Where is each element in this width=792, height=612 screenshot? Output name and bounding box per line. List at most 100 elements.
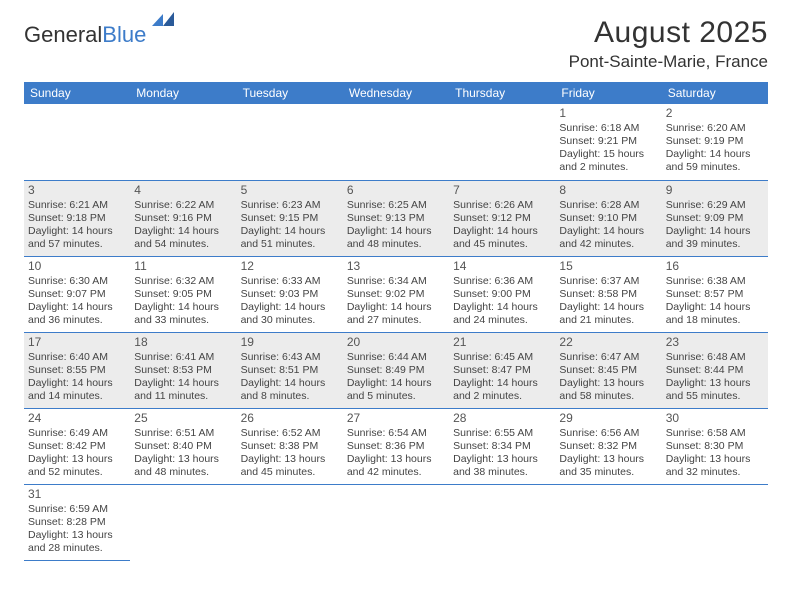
daylight-text: Daylight: 14 hours and 18 minutes. — [666, 301, 764, 327]
calendar-cell: 13Sunrise: 6:34 AMSunset: 9:02 PMDayligh… — [343, 256, 449, 332]
day-details: Sunrise: 6:44 AMSunset: 8:49 PMDaylight:… — [347, 351, 445, 404]
sunrise-text: Sunrise: 6:49 AM — [28, 427, 126, 440]
sunset-text: Sunset: 8:57 PM — [666, 288, 764, 301]
header: General Blue August 2025 Pont-Sainte-Mar… — [24, 16, 768, 72]
day-details: Sunrise: 6:33 AMSunset: 9:03 PMDaylight:… — [241, 275, 339, 328]
sunrise-text: Sunrise: 6:22 AM — [134, 199, 232, 212]
daylight-text: Daylight: 13 hours and 52 minutes. — [28, 453, 126, 479]
sunrise-text: Sunrise: 6:52 AM — [241, 427, 339, 440]
daylight-text: Daylight: 14 hours and 21 minutes. — [559, 301, 657, 327]
sunset-text: Sunset: 9:02 PM — [347, 288, 445, 301]
sunrise-text: Sunrise: 6:28 AM — [559, 199, 657, 212]
day-details: Sunrise: 6:34 AMSunset: 9:02 PMDaylight:… — [347, 275, 445, 328]
sunrise-text: Sunrise: 6:21 AM — [28, 199, 126, 212]
day-number: 17 — [28, 335, 126, 350]
col-monday: Monday — [130, 82, 236, 104]
calendar-cell: 17Sunrise: 6:40 AMSunset: 8:55 PMDayligh… — [24, 332, 130, 408]
day-number: 30 — [666, 411, 764, 426]
sunrise-text: Sunrise: 6:29 AM — [666, 199, 764, 212]
calendar-cell: 6Sunrise: 6:25 AMSunset: 9:13 PMDaylight… — [343, 180, 449, 256]
sunset-text: Sunset: 9:21 PM — [559, 135, 657, 148]
day-number: 6 — [347, 183, 445, 198]
day-number: 28 — [453, 411, 551, 426]
day-number: 19 — [241, 335, 339, 350]
daylight-text: Daylight: 14 hours and 36 minutes. — [28, 301, 126, 327]
day-details: Sunrise: 6:51 AMSunset: 8:40 PMDaylight:… — [134, 427, 232, 480]
calendar-cell: 18Sunrise: 6:41 AMSunset: 8:53 PMDayligh… — [130, 332, 236, 408]
day-details: Sunrise: 6:30 AMSunset: 9:07 PMDaylight:… — [28, 275, 126, 328]
day-number: 15 — [559, 259, 657, 274]
calendar-cell: 27Sunrise: 6:54 AMSunset: 8:36 PMDayligh… — [343, 408, 449, 484]
daylight-text: Daylight: 13 hours and 38 minutes. — [453, 453, 551, 479]
calendar-cell — [449, 484, 555, 560]
sunrise-text: Sunrise: 6:41 AM — [134, 351, 232, 364]
sunset-text: Sunset: 8:40 PM — [134, 440, 232, 453]
calendar-cell — [237, 484, 343, 560]
sunset-text: Sunset: 8:38 PM — [241, 440, 339, 453]
daylight-text: Daylight: 13 hours and 42 minutes. — [347, 453, 445, 479]
page-title: August 2025 — [569, 16, 768, 50]
day-number: 8 — [559, 183, 657, 198]
sunrise-text: Sunrise: 6:51 AM — [134, 427, 232, 440]
sunset-text: Sunset: 8:55 PM — [28, 364, 126, 377]
logo-word2-text: Blue — [102, 22, 146, 47]
calendar-cell: 8Sunrise: 6:28 AMSunset: 9:10 PMDaylight… — [555, 180, 661, 256]
sunset-text: Sunset: 8:44 PM — [666, 364, 764, 377]
sunrise-text: Sunrise: 6:32 AM — [134, 275, 232, 288]
day-details: Sunrise: 6:22 AMSunset: 9:16 PMDaylight:… — [134, 199, 232, 252]
day-number: 16 — [666, 259, 764, 274]
daylight-text: Daylight: 14 hours and 51 minutes. — [241, 225, 339, 251]
day-details: Sunrise: 6:32 AMSunset: 9:05 PMDaylight:… — [134, 275, 232, 328]
logo-word2: Blue — [102, 22, 176, 48]
sunrise-text: Sunrise: 6:38 AM — [666, 275, 764, 288]
sunset-text: Sunset: 8:32 PM — [559, 440, 657, 453]
day-details: Sunrise: 6:25 AMSunset: 9:13 PMDaylight:… — [347, 199, 445, 252]
day-details: Sunrise: 6:41 AMSunset: 8:53 PMDaylight:… — [134, 351, 232, 404]
daylight-text: Daylight: 14 hours and 30 minutes. — [241, 301, 339, 327]
calendar-week: 1Sunrise: 6:18 AMSunset: 9:21 PMDaylight… — [24, 104, 768, 180]
sunset-text: Sunset: 8:36 PM — [347, 440, 445, 453]
day-details: Sunrise: 6:36 AMSunset: 9:00 PMDaylight:… — [453, 275, 551, 328]
day-details: Sunrise: 6:56 AMSunset: 8:32 PMDaylight:… — [559, 427, 657, 480]
sunrise-text: Sunrise: 6:23 AM — [241, 199, 339, 212]
sunset-text: Sunset: 9:00 PM — [453, 288, 551, 301]
sunrise-text: Sunrise: 6:44 AM — [347, 351, 445, 364]
calendar-header-row: Sunday Monday Tuesday Wednesday Thursday… — [24, 82, 768, 104]
title-block: August 2025 Pont-Sainte-Marie, France — [569, 16, 768, 72]
daylight-text: Daylight: 14 hours and 57 minutes. — [28, 225, 126, 251]
location: Pont-Sainte-Marie, France — [569, 52, 768, 72]
sunset-text: Sunset: 9:12 PM — [453, 212, 551, 225]
day-number: 5 — [241, 183, 339, 198]
sunset-text: Sunset: 9:19 PM — [666, 135, 764, 148]
calendar-body: 1Sunrise: 6:18 AMSunset: 9:21 PMDaylight… — [24, 104, 768, 560]
calendar-cell: 3Sunrise: 6:21 AMSunset: 9:18 PMDaylight… — [24, 180, 130, 256]
day-number: 23 — [666, 335, 764, 350]
daylight-text: Daylight: 14 hours and 33 minutes. — [134, 301, 232, 327]
calendar-week: 17Sunrise: 6:40 AMSunset: 8:55 PMDayligh… — [24, 332, 768, 408]
day-number: 11 — [134, 259, 232, 274]
sunset-text: Sunset: 9:10 PM — [559, 212, 657, 225]
sunrise-text: Sunrise: 6:43 AM — [241, 351, 339, 364]
logo: General Blue — [24, 22, 176, 48]
day-number: 25 — [134, 411, 232, 426]
sunset-text: Sunset: 9:18 PM — [28, 212, 126, 225]
calendar-week: 24Sunrise: 6:49 AMSunset: 8:42 PMDayligh… — [24, 408, 768, 484]
daylight-text: Daylight: 14 hours and 48 minutes. — [347, 225, 445, 251]
col-friday: Friday — [555, 82, 661, 104]
calendar-cell: 22Sunrise: 6:47 AMSunset: 8:45 PMDayligh… — [555, 332, 661, 408]
calendar-cell — [237, 104, 343, 180]
sunrise-text: Sunrise: 6:37 AM — [559, 275, 657, 288]
daylight-text: Daylight: 14 hours and 59 minutes. — [666, 148, 764, 174]
calendar-cell: 24Sunrise: 6:49 AMSunset: 8:42 PMDayligh… — [24, 408, 130, 484]
calendar-cell: 26Sunrise: 6:52 AMSunset: 8:38 PMDayligh… — [237, 408, 343, 484]
calendar-cell: 25Sunrise: 6:51 AMSunset: 8:40 PMDayligh… — [130, 408, 236, 484]
daylight-text: Daylight: 13 hours and 32 minutes. — [666, 453, 764, 479]
sunrise-text: Sunrise: 6:48 AM — [666, 351, 764, 364]
day-number: 7 — [453, 183, 551, 198]
day-details: Sunrise: 6:29 AMSunset: 9:09 PMDaylight:… — [666, 199, 764, 252]
sunrise-text: Sunrise: 6:40 AM — [28, 351, 126, 364]
day-details: Sunrise: 6:37 AMSunset: 8:58 PMDaylight:… — [559, 275, 657, 328]
day-number: 1 — [559, 106, 657, 121]
calendar-table: Sunday Monday Tuesday Wednesday Thursday… — [24, 82, 768, 561]
calendar-cell — [555, 484, 661, 560]
